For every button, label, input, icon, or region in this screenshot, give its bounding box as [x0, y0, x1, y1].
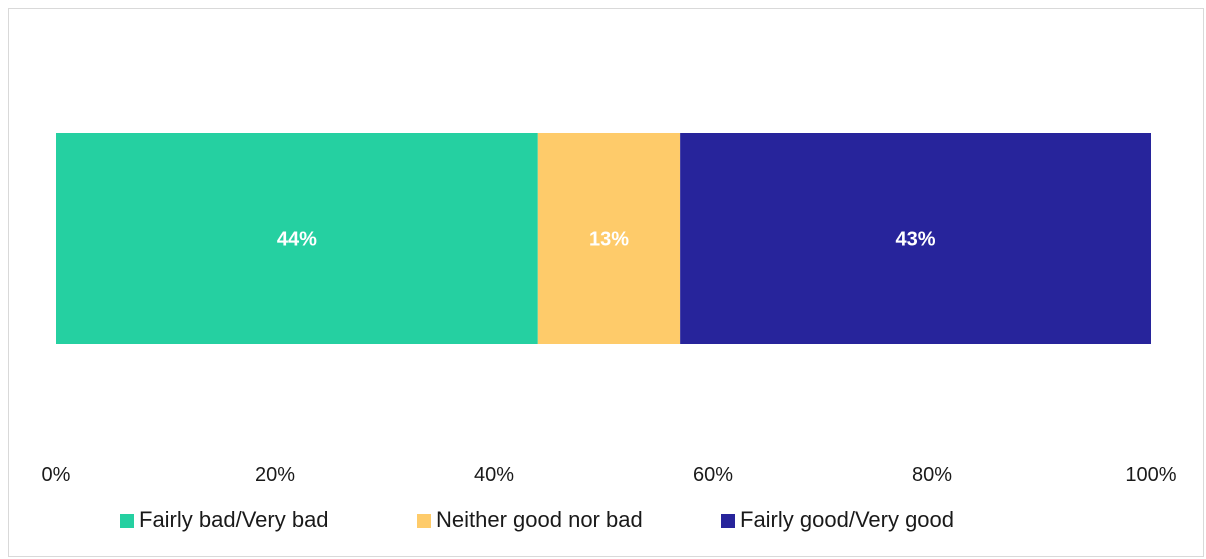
x-tick-label: 40%: [474, 464, 514, 486]
legend-swatch: [120, 514, 134, 528]
x-tick-label: 20%: [255, 464, 295, 486]
data-labels-group: 44% 13% 43%: [277, 229, 936, 251]
legend-label: Neither good nor bad: [436, 507, 643, 532]
bars-group: [56, 133, 1151, 344]
stacked-bar-chart: 44% 13% 43% 0% 20% 40% 60% 80% 100% Fairly bad/…: [42, 133, 1177, 532]
legend: Fairly bad/Very bad Neither good nor bad F…: [120, 507, 954, 532]
legend-label: Fairly good/Very good: [740, 507, 954, 532]
legend-swatch: [721, 514, 735, 528]
data-label-3: 43%: [896, 229, 936, 251]
x-tick-label: 80%: [912, 464, 952, 486]
x-tick-label: 60%: [693, 464, 733, 486]
x-tick-label: 100%: [1125, 464, 1176, 486]
x-axis-ticks: 0% 20% 40% 60% 80% 100%: [42, 464, 1177, 486]
bar-segment-1: [56, 133, 538, 344]
data-label-1: 44%: [277, 229, 317, 251]
chart-frame: 44% 13% 43% 0% 20% 40% 60% 80% 100% Fairly bad/…: [8, 8, 1204, 557]
bar-segment-3: [680, 133, 1151, 344]
legend-label: Fairly bad/Very bad: [139, 507, 329, 532]
bar-segment-2: [537, 133, 681, 344]
legend-item-3: Fairly good/Very good: [721, 507, 954, 532]
legend-item-2: Neither good nor bad: [417, 507, 643, 532]
data-label-2: 13%: [589, 229, 629, 251]
x-tick-label: 0%: [42, 464, 71, 486]
legend-swatch: [417, 514, 431, 528]
legend-item-1: Fairly bad/Very bad: [120, 507, 329, 532]
